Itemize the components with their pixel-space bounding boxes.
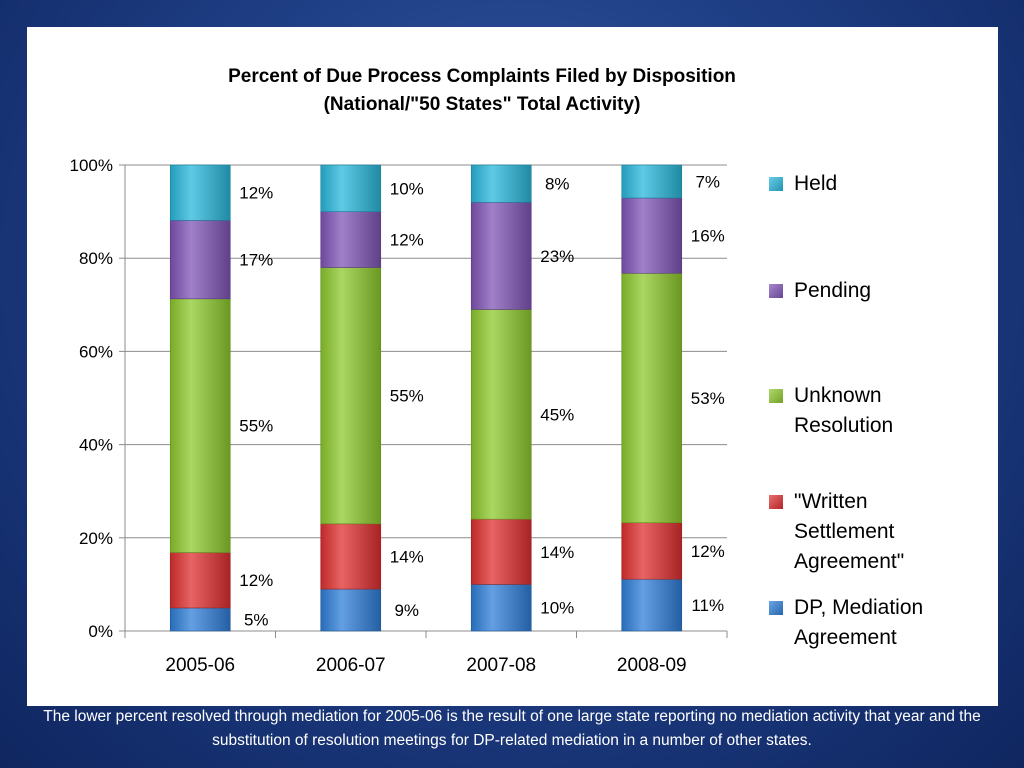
legend-swatch bbox=[769, 495, 783, 509]
x-tick-label: 2006-07 bbox=[316, 655, 386, 676]
data-label: 55% bbox=[390, 387, 424, 406]
chart-panel: Percent of Due Process Complaints Filed … bbox=[27, 27, 998, 706]
x-tick-label: 2007-08 bbox=[466, 655, 536, 676]
bar-segment-2006-07-2 bbox=[320, 267, 382, 525]
data-label: 17% bbox=[239, 251, 273, 270]
data-label: 10% bbox=[390, 179, 424, 198]
x-tick-label: 2005-06 bbox=[165, 655, 235, 676]
bar-segment-2008-09-0 bbox=[621, 578, 683, 632]
bar-segment-2007-08-1 bbox=[470, 518, 532, 585]
chart-plot: 5% 12% 55% 17% 12% 9% 14% 55% 12% 10% 10% 14% 45% 23%… bbox=[70, 156, 728, 676]
bar-segment-2005-06-4 bbox=[169, 164, 231, 221]
legend-label: Pending bbox=[794, 279, 872, 302]
bar-segment-2008-09-2 bbox=[621, 272, 683, 524]
bar-segment-2007-08-3 bbox=[470, 201, 532, 310]
chart-title: Percent of Due Process Complaints Filed … bbox=[27, 63, 937, 119]
bar-segment-2005-06-3 bbox=[169, 220, 231, 300]
data-label: 12% bbox=[239, 184, 273, 203]
bar-segment-2005-06-1 bbox=[169, 552, 231, 609]
data-label: 23% bbox=[540, 247, 574, 266]
bar-segment-2006-07-3 bbox=[320, 211, 382, 268]
axis-layer: 0% 20% 40% 60% 80% 100% 2005-06 2006-07 2007-08 2… bbox=[70, 156, 728, 676]
x-tick-label: 2008-09 bbox=[617, 655, 687, 676]
data-label: 5% bbox=[244, 610, 269, 629]
y-tick-label: 40% bbox=[79, 436, 113, 455]
bar-segment-2005-06-0 bbox=[169, 607, 231, 632]
data-label: 14% bbox=[540, 543, 574, 562]
y-tick-label: 80% bbox=[79, 249, 113, 268]
data-label: 53% bbox=[691, 389, 725, 408]
bar-layer bbox=[169, 164, 683, 632]
legend-swatch bbox=[769, 601, 783, 615]
legend-label: Held bbox=[794, 172, 838, 195]
bar-segment-2008-09-1 bbox=[621, 522, 683, 580]
y-tick-label: 60% bbox=[79, 342, 113, 361]
data-label-layer: 5% 12% 55% 17% 12% 9% 14% 55% 12% 10% 10% 14% 45% 23%… bbox=[239, 172, 725, 629]
bar-segment-2006-07-1 bbox=[320, 523, 382, 590]
legend-swatch bbox=[769, 177, 783, 191]
bar-segment-2007-08-2 bbox=[470, 309, 532, 520]
data-label: 7% bbox=[695, 172, 720, 191]
bar-segment-2005-06-2 bbox=[169, 298, 231, 553]
bar-segment-2008-09-3 bbox=[621, 197, 683, 274]
bar-segment-2006-07-4 bbox=[320, 164, 382, 212]
legend-label: Unknown Resolution bbox=[794, 384, 894, 437]
data-label: 11% bbox=[691, 596, 724, 615]
data-label: 45% bbox=[540, 405, 574, 424]
data-label: 14% bbox=[390, 547, 424, 566]
bar-segment-2007-08-4 bbox=[470, 164, 532, 203]
bar-segment-2008-09-4 bbox=[621, 164, 683, 199]
bar-segment-2007-08-0 bbox=[470, 584, 532, 632]
data-label: 12% bbox=[239, 571, 273, 590]
y-tick-label: 100% bbox=[70, 156, 113, 175]
data-label: 16% bbox=[691, 227, 725, 246]
legend-swatch bbox=[769, 284, 783, 298]
legend-label: "Written Settlement Agreement" bbox=[794, 490, 905, 573]
bar-segment-2006-07-0 bbox=[320, 588, 382, 632]
y-tick-label: 20% bbox=[79, 529, 113, 548]
data-label: 12% bbox=[691, 542, 725, 561]
chart-title-line-2: (National/"50 States" Total Activity) bbox=[323, 94, 641, 115]
slide-caption: The lower percent resolved through media… bbox=[43, 708, 981, 749]
legend-swatch bbox=[769, 389, 783, 403]
data-label: 9% bbox=[394, 601, 419, 620]
data-label: 8% bbox=[545, 175, 570, 194]
data-label: 12% bbox=[390, 231, 424, 250]
y-tick-label: 0% bbox=[88, 622, 113, 641]
data-label: 10% bbox=[540, 599, 574, 618]
chart-title-line-1: Percent of Due Process Complaints Filed … bbox=[228, 66, 736, 87]
data-label: 55% bbox=[239, 417, 273, 436]
legend-label: DP, Mediation Agreement bbox=[794, 596, 924, 649]
